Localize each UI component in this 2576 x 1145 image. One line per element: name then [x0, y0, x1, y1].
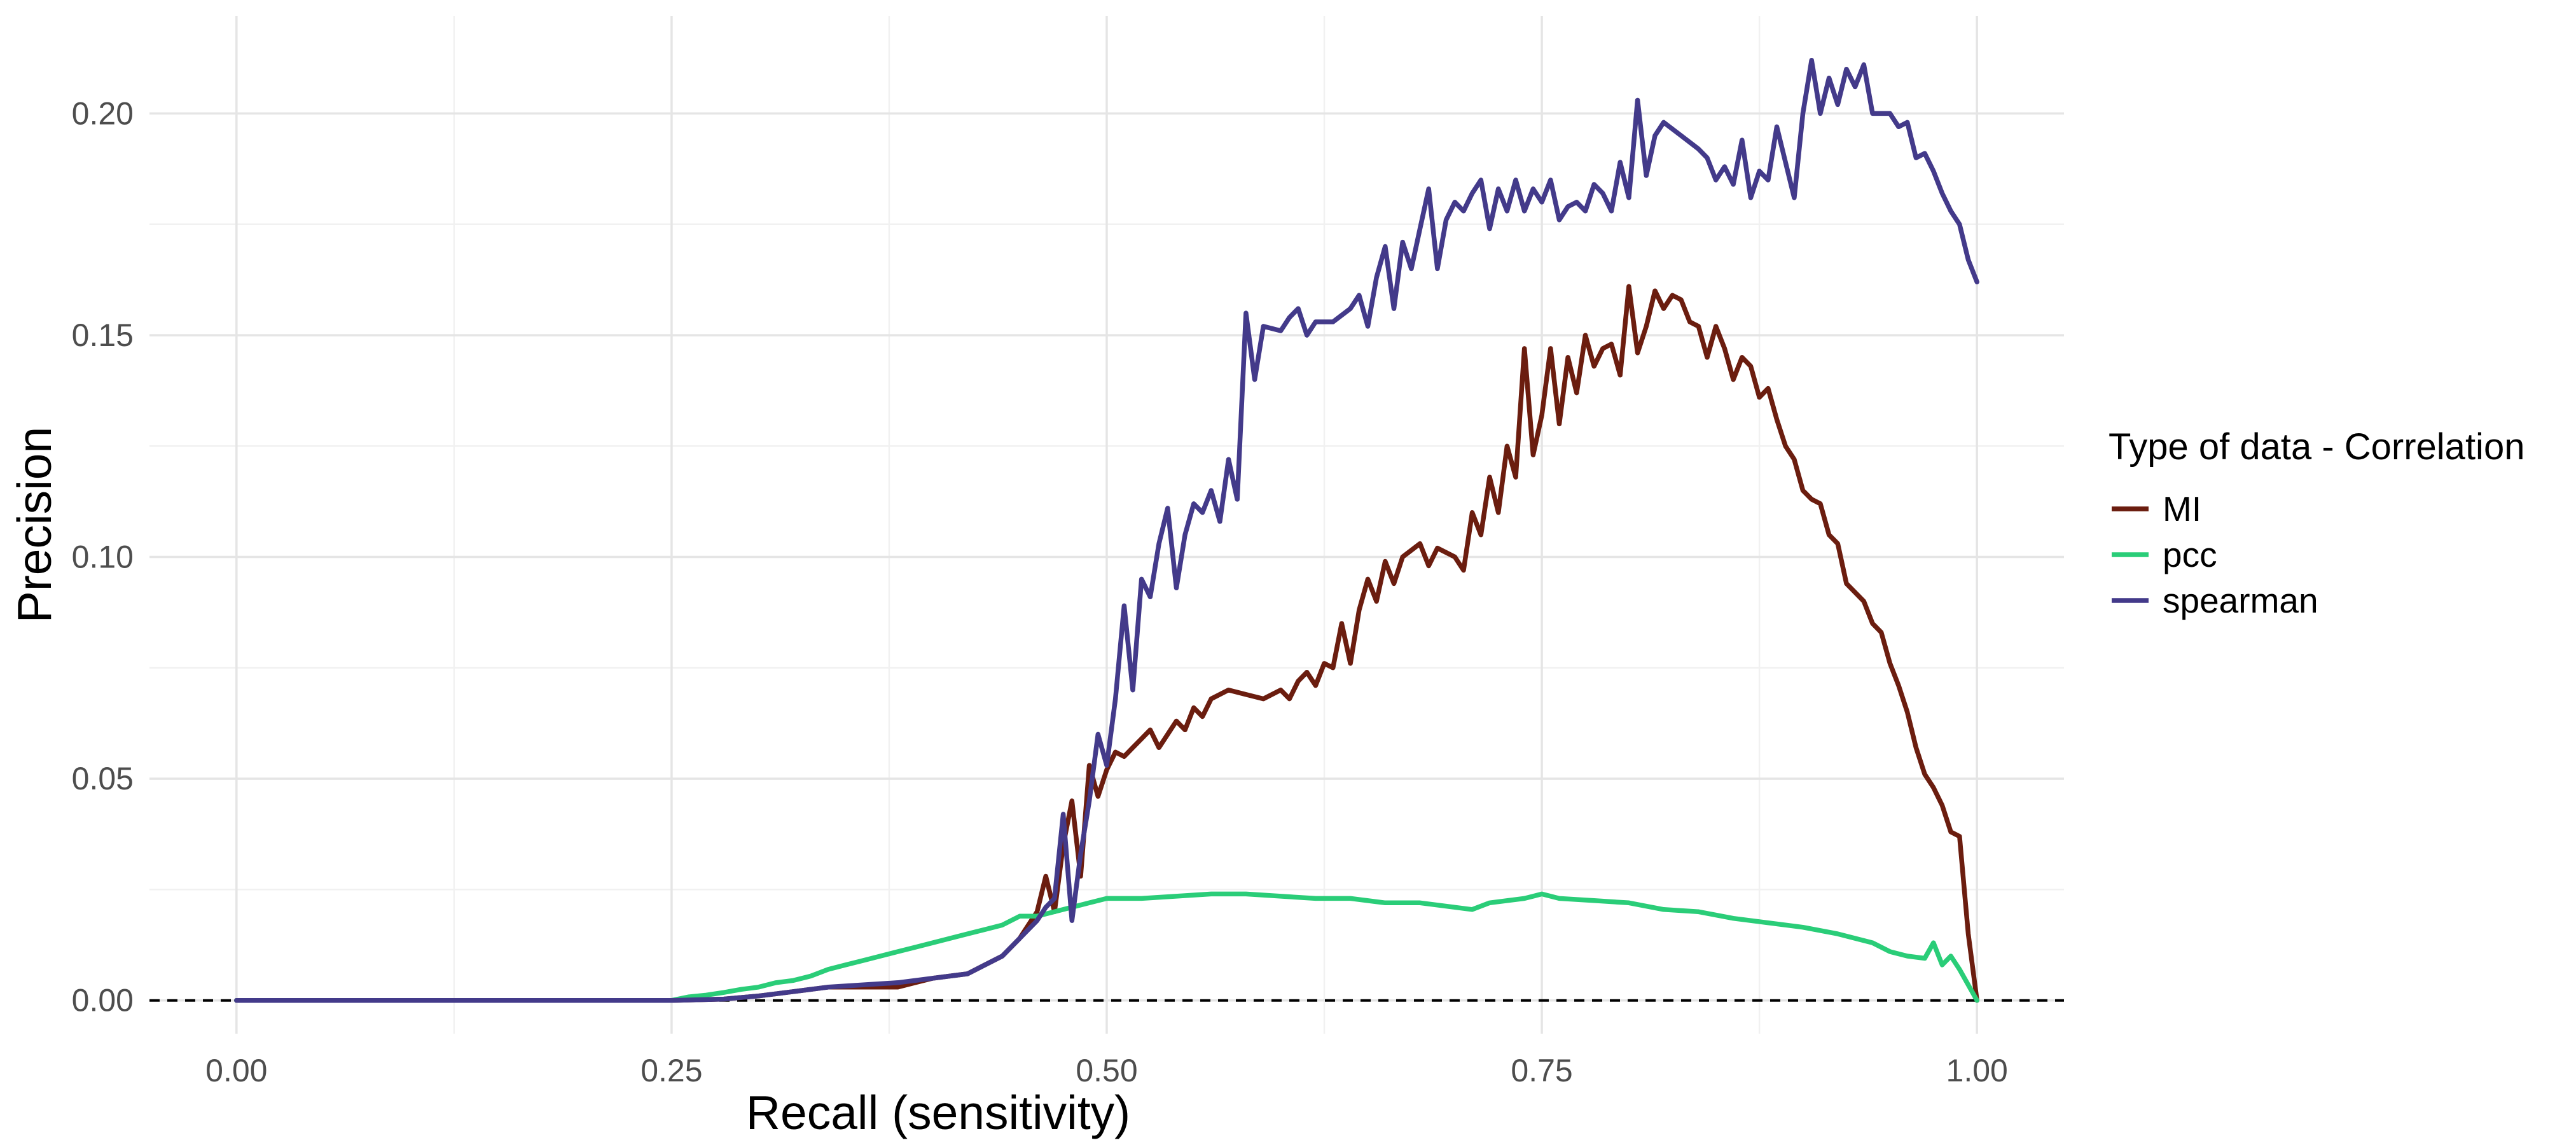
- x-tick-label: 1.00: [1946, 1053, 2008, 1088]
- x-axis-tick-labels: 0.00 0.25 0.50 0.75 1.00: [205, 1053, 2008, 1088]
- y-tick-label: 0.20: [72, 95, 134, 131]
- legend: Type of data - Correlation MI pcc spearman: [2109, 426, 2524, 620]
- legend-label-pcc: pcc: [2163, 535, 2217, 574]
- x-tick-label: 0.25: [641, 1053, 702, 1088]
- x-axis-title: Recall (sensitivity): [746, 1086, 1130, 1139]
- legend-items: MI pcc spearman: [2112, 489, 2318, 620]
- series-lines: [234, 57, 1979, 1003]
- legend-title: Type of data - Correlation: [2109, 426, 2524, 468]
- series-line-mi: [234, 284, 1979, 1003]
- x-tick-label: 0.00: [205, 1053, 267, 1088]
- legend-label-spearman: spearman: [2163, 581, 2318, 620]
- series-line-spearman: [234, 57, 1979, 1003]
- grid: [149, 16, 2064, 1034]
- y-tick-label: 0.15: [72, 317, 134, 353]
- y-axis-tick-labels: 0.00 0.05 0.10 0.15 0.20: [72, 95, 134, 1018]
- y-tick-label: 0.10: [72, 539, 134, 575]
- x-tick-label: 0.75: [1511, 1053, 1572, 1088]
- legend-label-mi: MI: [2163, 489, 2201, 529]
- series-line-pcc: [234, 891, 1979, 1003]
- y-tick-label: 0.05: [72, 761, 134, 796]
- y-axis-title: Precision: [8, 427, 61, 623]
- x-tick-label: 0.50: [1076, 1053, 1137, 1088]
- y-tick-label: 0.00: [72, 983, 134, 1018]
